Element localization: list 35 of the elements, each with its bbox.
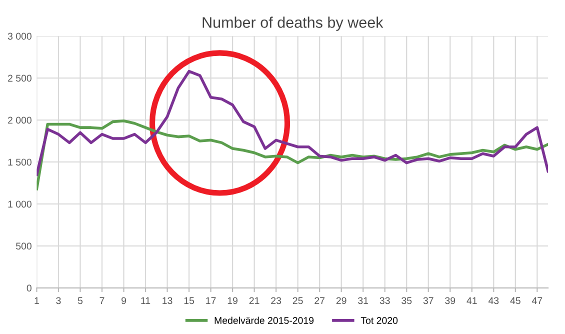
y-tick-label: 1 500 <box>8 158 32 166</box>
x-tick-label: 39 <box>445 297 456 304</box>
x-tick-label: 41 <box>466 297 477 304</box>
x-tick-label: 33 <box>380 297 390 304</box>
legend-label: Tot 2020 <box>360 317 398 324</box>
x-tick-label: 37 <box>423 297 434 304</box>
x-tick-label: 25 <box>292 297 303 304</box>
x-tick-label: 19 <box>228 297 238 304</box>
x-tick-label: 9 <box>122 297 126 304</box>
x-tick-label: 43 <box>488 297 499 304</box>
x-tick-label: 23 <box>271 297 282 304</box>
y-tick-label: 3 000 <box>8 32 32 40</box>
x-tick-label: 17 <box>206 297 216 304</box>
y-tick-label: 500 <box>16 242 32 250</box>
x-tick-label: 11 <box>141 297 150 304</box>
x-tick-label: 31 <box>358 297 368 304</box>
x-tick-label: 1 <box>34 297 39 304</box>
x-tick-label: 27 <box>314 297 325 304</box>
y-tick-label: 2 000 <box>8 116 32 124</box>
x-tick-label: 35 <box>402 297 412 304</box>
x-tick-label: 29 <box>336 297 346 304</box>
line-series <box>36 70 548 176</box>
x-tick-label: 13 <box>162 297 172 304</box>
y-tick-label: 0 <box>26 284 32 292</box>
y-tick-label: 2 500 <box>8 74 32 82</box>
x-tick-label: 45 <box>510 297 520 304</box>
x-tick-label: 3 <box>56 297 61 304</box>
x-tick-label: 47 <box>532 297 542 304</box>
x-tick-label: 15 <box>184 297 194 304</box>
chart-title: Number of deaths by week <box>202 16 384 31</box>
x-tick-label: 5 <box>78 297 83 304</box>
x-tick-label: 21 <box>249 297 260 304</box>
legend-label: Medelvärde 2015-2019 <box>214 316 314 324</box>
y-tick-label: 1 000 <box>8 200 32 208</box>
x-tick-label: 7 <box>100 297 104 304</box>
